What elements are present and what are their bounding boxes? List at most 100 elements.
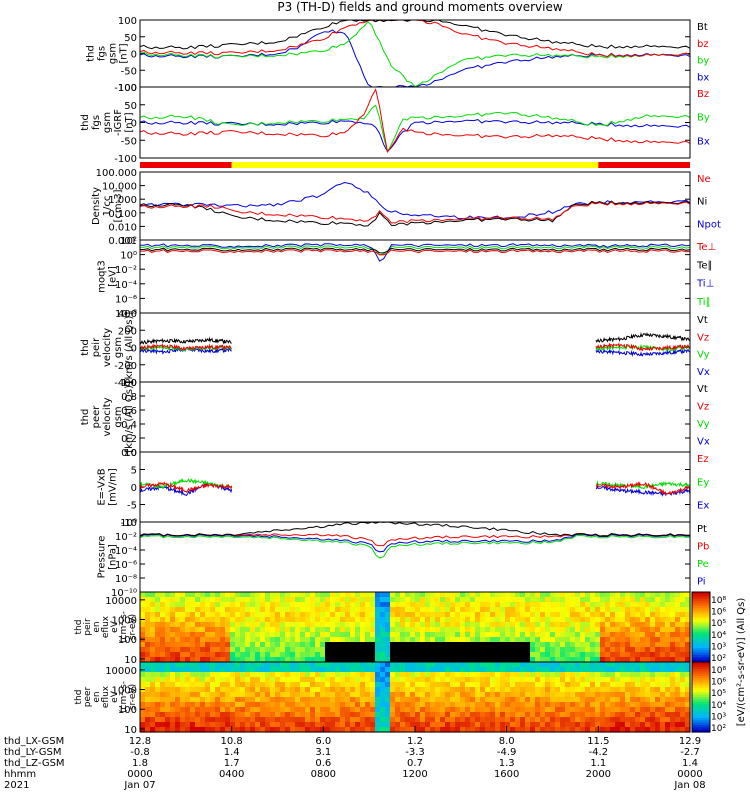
spectrogram-cell xyxy=(640,702,646,708)
spectrogram-cell xyxy=(320,662,326,668)
spectrogram-cell xyxy=(350,727,356,733)
spectrogram-cell xyxy=(180,702,186,708)
spectrogram-cell xyxy=(675,727,681,733)
spectrogram-cell xyxy=(405,592,411,598)
spectrogram-cell xyxy=(425,592,431,598)
spectrogram-cell xyxy=(515,642,521,648)
spectrogram-cell xyxy=(440,632,446,638)
spectrogram-cell xyxy=(230,727,236,733)
spectrogram-cell xyxy=(650,702,656,708)
spectrogram-cell xyxy=(380,662,386,668)
spectrogram-cell xyxy=(240,712,246,718)
spectrogram-cell xyxy=(660,632,666,638)
spectrogram-cell xyxy=(635,692,641,698)
spectrogram-cell xyxy=(675,647,681,653)
spectrogram-cell xyxy=(185,597,191,603)
colorbar-cell xyxy=(692,673,710,677)
spectrogram-cell xyxy=(390,727,396,733)
spectrogram-cell xyxy=(280,692,286,698)
spectrogram-cell xyxy=(345,647,351,653)
spectrogram-cell xyxy=(505,642,511,648)
spectrogram-cell xyxy=(540,682,546,688)
spectrogram-cell xyxy=(600,727,606,733)
spectrogram-cell xyxy=(580,642,586,648)
spectrogram-cell xyxy=(155,592,161,598)
spectrogram-cell xyxy=(290,657,296,663)
spectrogram-cell xyxy=(245,622,251,628)
spectrogram-cell xyxy=(395,652,401,658)
spectrogram-cell xyxy=(560,712,566,718)
spectrogram-cell xyxy=(465,657,471,663)
spectrogram-cell xyxy=(425,652,431,658)
spectrogram-cell xyxy=(245,652,251,658)
spectrogram-cell xyxy=(345,642,351,648)
spectrogram-cell xyxy=(415,612,421,618)
spectrogram-cell xyxy=(665,692,671,698)
spectrogram-cell xyxy=(665,657,671,663)
spectrogram-cell xyxy=(435,672,441,678)
spectrogram-cell xyxy=(600,702,606,708)
spectrogram-cell xyxy=(450,617,456,623)
spectrogram-cell xyxy=(590,592,596,598)
spectrogram-cell xyxy=(505,657,511,663)
spectrogram-cell xyxy=(540,592,546,598)
y-axis-label: [eV] xyxy=(108,266,119,287)
spectrogram-cell xyxy=(675,607,681,613)
series-line-Vz xyxy=(595,342,691,352)
spectrogram-cell xyxy=(325,687,331,693)
spectrogram-cell xyxy=(285,662,291,668)
spectrogram-cell xyxy=(170,657,176,663)
spectrogram-cell xyxy=(205,692,211,698)
spectrogram-cell xyxy=(530,712,536,718)
spectrogram-cell xyxy=(455,727,461,733)
spectrogram-cell xyxy=(640,642,646,648)
spectrogram-cell xyxy=(475,602,481,608)
spectrogram-cell xyxy=(315,702,321,708)
spectrogram-cell xyxy=(315,667,321,673)
series-line-Pt xyxy=(139,521,690,537)
spectrogram-cell xyxy=(500,712,506,718)
spectrogram-cell xyxy=(190,657,196,663)
spectrogram-cell xyxy=(680,642,686,648)
spectrogram-cell xyxy=(235,672,241,678)
spectrogram-cell xyxy=(230,672,236,678)
spectrogram-cell xyxy=(625,627,631,633)
spectrogram-cell xyxy=(245,692,251,698)
spectrogram-cell xyxy=(300,662,306,668)
spectrogram-cell xyxy=(650,697,656,703)
spectrogram-cell xyxy=(255,727,261,733)
spectrogram-cell xyxy=(595,672,601,678)
spectrogram-cell xyxy=(495,692,501,698)
spectrogram-cell xyxy=(635,607,641,613)
spectrogram-cell xyxy=(515,707,521,713)
spectrogram-cell xyxy=(570,707,576,713)
spectrogram-cell xyxy=(375,692,381,698)
spectrogram-cell xyxy=(365,592,371,598)
spectrogram-cell xyxy=(210,642,216,648)
spectrogram-cell xyxy=(520,717,526,723)
spectrogram-cell xyxy=(175,647,181,653)
spectrogram-cell xyxy=(670,612,676,618)
spectrogram-cell xyxy=(445,612,451,618)
x-tick-label-hhmm: 0000 xyxy=(127,769,152,780)
spectrogram-cell xyxy=(300,652,306,658)
spectrogram-cell xyxy=(600,657,606,663)
spectrogram-cell xyxy=(350,722,356,728)
spectrogram-cell xyxy=(185,627,191,633)
spectrogram-cell xyxy=(300,712,306,718)
spectrogram-cell xyxy=(310,712,316,718)
spectrogram-cell xyxy=(335,612,341,618)
spectrogram-cell xyxy=(180,602,186,608)
spectrogram-cell xyxy=(140,647,146,653)
spectrogram-cell xyxy=(190,632,196,638)
spectrogram-cell xyxy=(665,642,671,648)
spectrogram-cell xyxy=(275,677,281,683)
spectrogram-cell xyxy=(255,632,261,638)
spectrogram-cell xyxy=(295,632,301,638)
spectrogram-cell xyxy=(540,702,546,708)
spectrogram-cell xyxy=(560,672,566,678)
spectrogram-cell xyxy=(465,702,471,708)
spectrogram-cell xyxy=(400,597,406,603)
spectrogram-cell xyxy=(280,627,286,633)
spectrogram-cell xyxy=(350,652,356,658)
